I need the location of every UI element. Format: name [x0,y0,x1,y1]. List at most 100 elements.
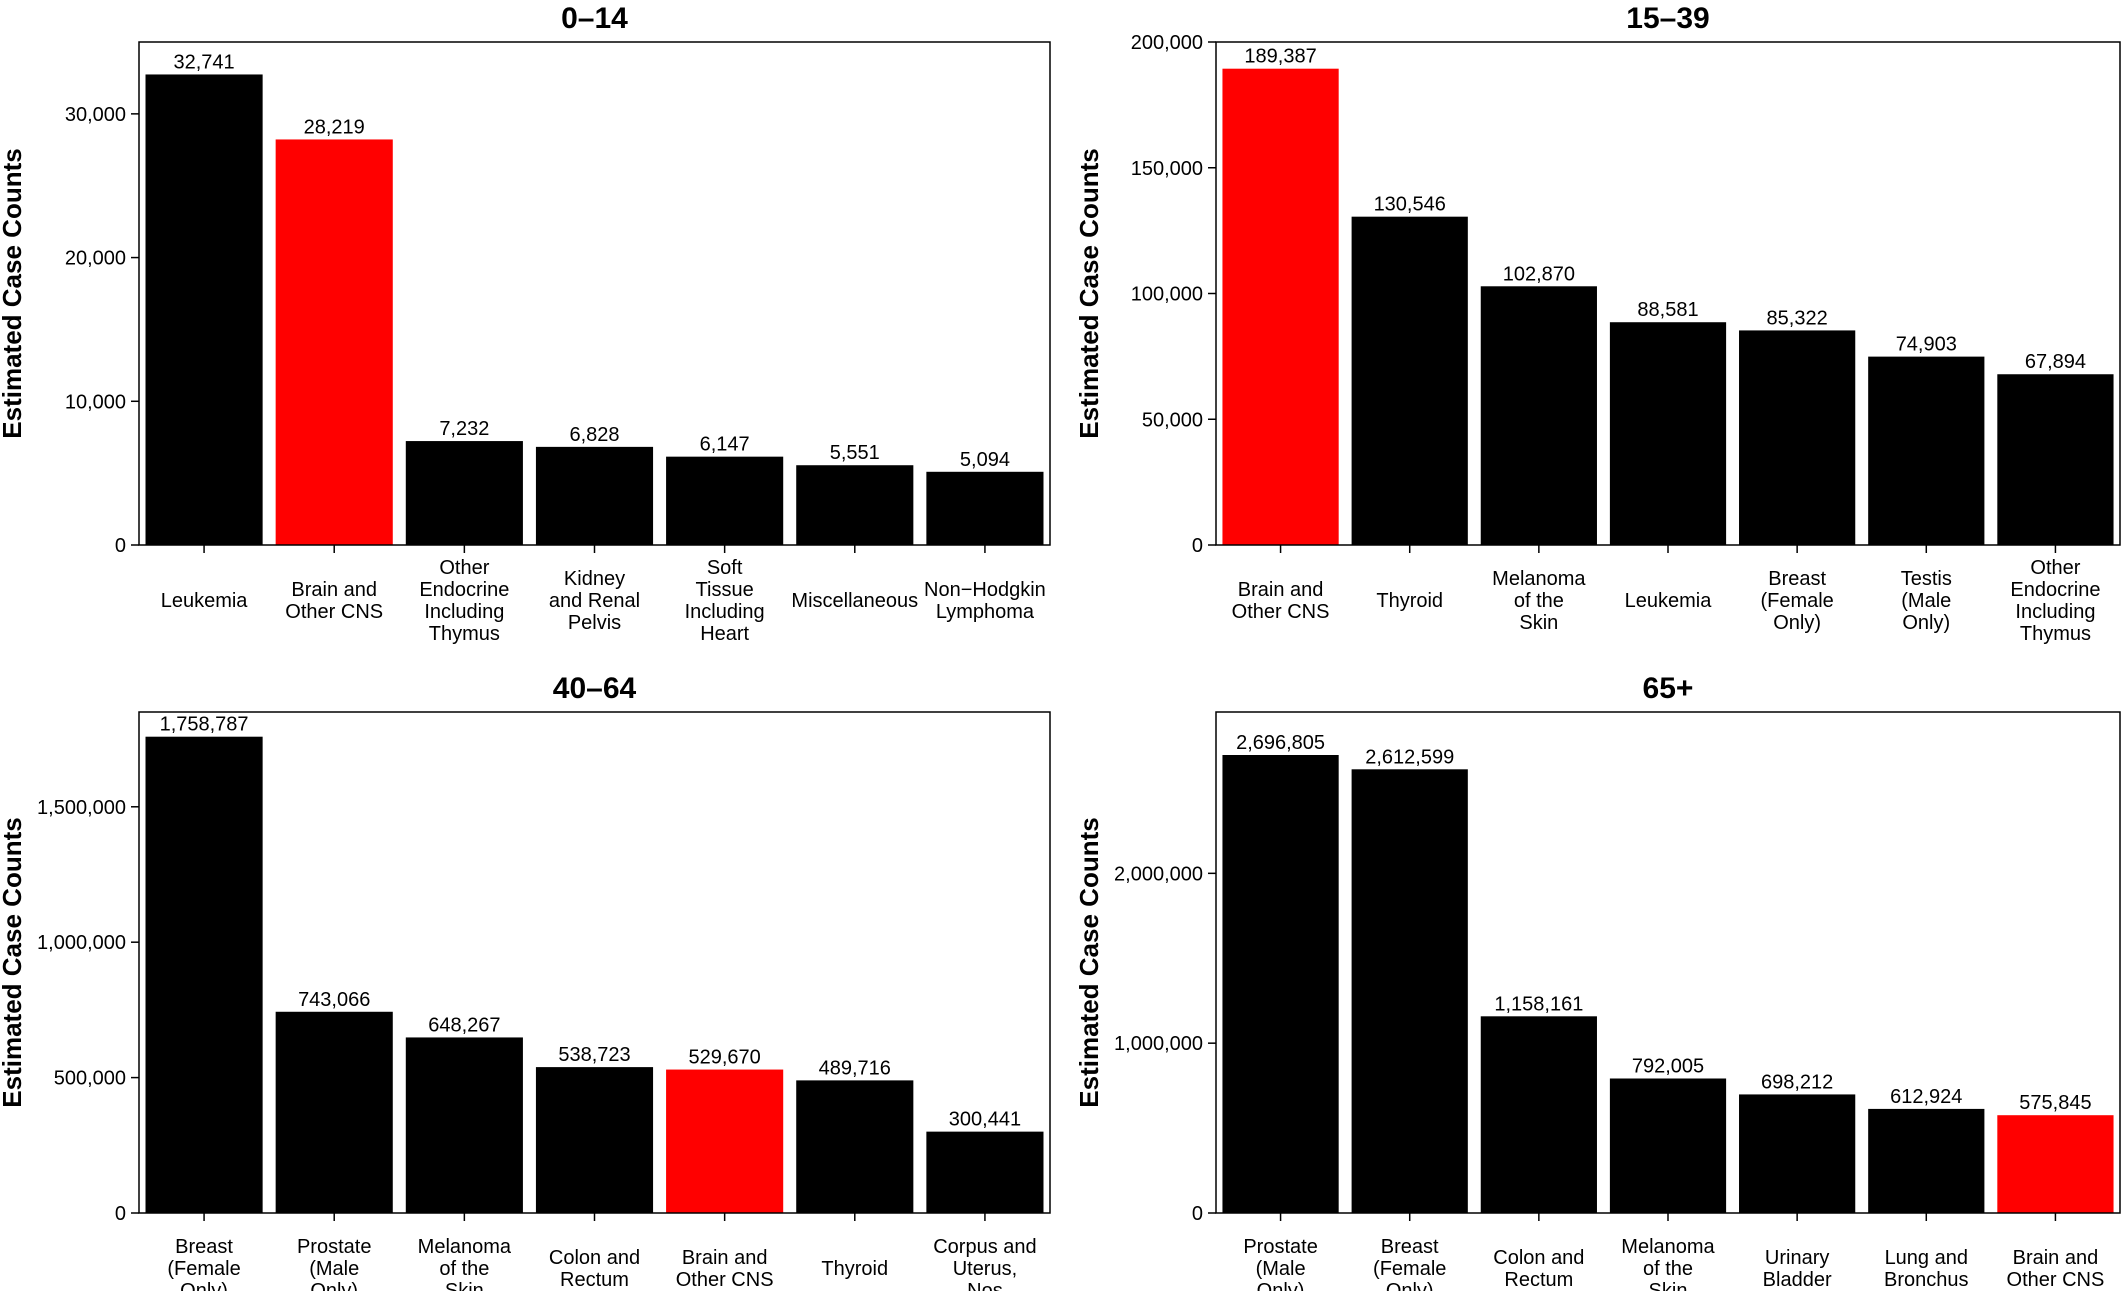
bar-0-5 [796,465,914,545]
bar-0-3 [535,446,654,545]
bar-0-6 [926,471,1044,545]
y-tick-label-3-1: 1,000,000 [1114,1033,1203,1055]
y-axis-label-1: Estimated Case Counts [1074,148,1104,438]
y-tick-label-3-0: 0 [1192,1203,1203,1225]
bar-2-2 [405,1037,523,1213]
data-label-3-4: 698,212 [1761,1071,1833,1093]
data-label-3-3: 792,005 [1632,1055,1704,1077]
data-label-0-5: 5,551 [830,442,880,464]
y-tick-label-1-0: 0 [1192,535,1203,557]
data-label-0-4: 6,147 [700,434,750,456]
y-tick-label-1-3: 150,000 [1131,158,1203,180]
bar-1-5 [1868,356,1985,545]
y-tick-label-2-0: 0 [115,1203,126,1225]
bar-1-2 [1480,286,1597,545]
bar-3-1 [1351,769,1468,1213]
data-label-3-1: 2,612,599 [1365,746,1454,768]
data-label-0-6: 5,094 [960,449,1010,471]
bar-1-3 [1609,322,1727,545]
y-tick-label-1-2: 100,000 [1131,284,1203,306]
category-label-1-2: Melanoma of the Skin [1492,568,1586,634]
category-label-3-5: Lung and Bronchus [1884,1247,1969,1291]
category-label-2-0: Breast (Female Only) [167,1236,240,1291]
category-label-3-4: Urinary Bladder [1763,1247,1832,1291]
bar-1-6 [1997,374,2114,545]
data-label-3-6: 575,845 [2019,1092,2091,1114]
category-label-2-4: Brain and Other CNS [676,1247,774,1291]
data-label-1-2: 102,870 [1503,263,1575,285]
bar-3-0 [1222,755,1339,1213]
data-label-0-0: 32,741 [173,51,234,73]
bar-2-3 [535,1067,654,1213]
data-label-3-0: 2,696,805 [1236,732,1325,754]
category-label-0-5: Miscellaneous [791,590,918,612]
y-axis-label-3: Estimated Case Counts [1074,817,1104,1107]
bar-0-2 [405,441,523,545]
bar-1-0 [1222,68,1339,545]
category-label-0-1: Brain and Other CNS [285,579,383,623]
category-label-0-2: Other Endocrine Including Thymus [419,557,509,645]
category-label-0-4: Soft Tissue Including Heart [685,557,765,645]
y-tick-label-3-2: 2,000,000 [1114,863,1203,885]
bar-2-4 [666,1069,784,1213]
chart-panel-1: 15–39 Estimated Case Counts 189,387 Brain a… [1074,2,2121,645]
data-label-1-3: 88,581 [1637,299,1698,321]
data-label-0-1: 28,219 [304,116,365,138]
category-label-3-0: Prostate (Male Only) [1243,1236,1317,1291]
category-label-1-0: Brain and Other CNS [1232,579,1330,623]
bar-3-5 [1868,1108,1985,1213]
data-label-1-1: 130,546 [1374,194,1446,216]
category-label-2-5: Thyroid [821,1258,888,1280]
y-tick-label-0-2: 20,000 [65,248,126,270]
data-label-1-4: 85,322 [1767,307,1828,329]
bar-3-2 [1480,1016,1597,1213]
data-label-2-1: 743,066 [298,989,370,1011]
y-tick-label-2-3: 1,500,000 [37,797,126,819]
category-label-2-6: Corpus and Uterus, Nos [933,1236,1036,1291]
bar-0-4 [666,456,784,545]
data-label-2-6: 300,441 [949,1109,1021,1131]
y-tick-label-1-1: 50,000 [1142,409,1203,431]
chart-title-1: 15–39 [1626,2,1709,35]
chart-panel-2: 40–64 Estimated Case Counts 1,758,787 Breas… [0,672,1051,1291]
bar-2-1 [275,1011,393,1213]
data-label-2-2: 648,267 [428,1014,500,1036]
data-label-0-2: 7,232 [439,418,489,440]
plot-frame-1 [1215,41,2121,546]
y-axis-label-2: Estimated Case Counts [0,817,27,1107]
category-label-3-2: Colon and Rectum [1493,1247,1584,1291]
data-label-1-5: 74,903 [1896,334,1957,356]
bar-2-5 [796,1080,914,1213]
y-tick-label-0-1: 10,000 [65,391,126,413]
bar-3-6 [1997,1115,2114,1213]
bar-1-1 [1351,216,1468,545]
data-label-1-0: 189,387 [1244,46,1316,68]
y-tick-label-1-4: 200,000 [1131,32,1203,54]
category-label-0-3: Kidney and Renal Pelvis [549,568,640,634]
bar-3-3 [1609,1078,1727,1213]
chart-panel-3: 65+ Estimated Case Counts 2,696,805 Prostat… [1074,672,2121,1291]
category-label-0-0: Leukemia [161,590,249,612]
category-label-3-3: Melanoma of the Skin [1621,1236,1715,1291]
category-label-1-4: Breast (Female Only) [1760,568,1833,634]
data-label-2-5: 489,716 [819,1057,891,1079]
plot-frame-3 [1215,711,2121,1214]
bar-2-6 [926,1131,1044,1213]
data-label-2-3: 538,723 [558,1044,630,1066]
y-axis-label-0: Estimated Case Counts [0,148,27,438]
data-label-2-0: 1,758,787 [160,714,249,736]
category-label-2-1: Prostate (Male Only) [297,1236,371,1291]
data-label-2-4: 529,670 [688,1047,760,1069]
category-label-2-2: Melanoma of the Skin [418,1236,512,1291]
plot-frame-0 [138,41,1051,546]
data-label-1-6: 67,894 [2025,351,2086,373]
chart-panel-0: 0–14 Estimated Case Counts 32,741 Leukemia 2… [0,2,1051,645]
bar-2-0 [145,736,263,1213]
category-label-1-5: Testis (Male Only) [1901,568,1952,634]
chart-title-0: 0–14 [561,2,628,35]
category-label-3-6: Brain and Other CNS [2007,1247,2105,1291]
plot-frame-2 [138,711,1051,1214]
category-label-1-3: Leukemia [1625,590,1713,612]
category-label-1-6: Other Endocrine Including Thymus [2010,557,2100,645]
